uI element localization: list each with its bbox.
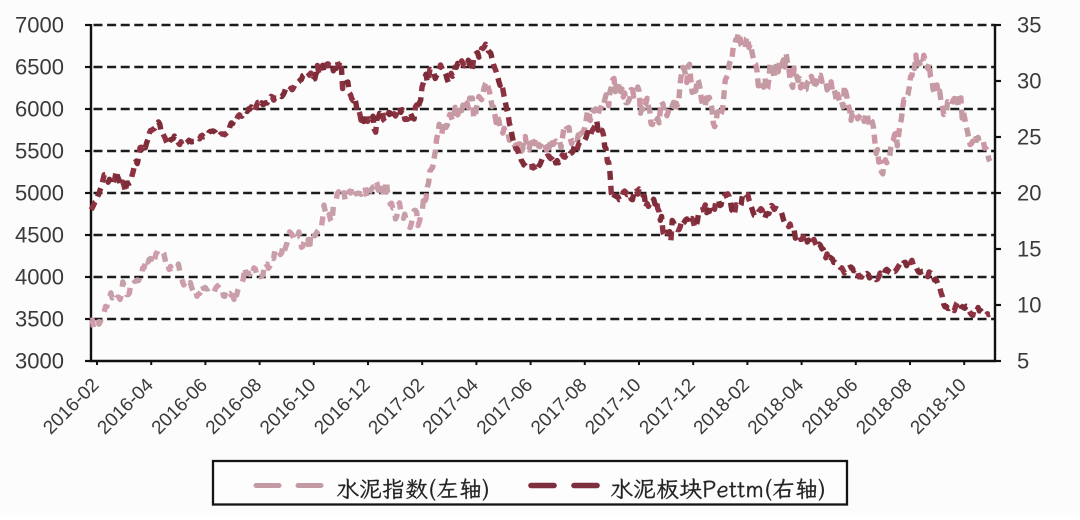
svg-text:7000: 7000 [15, 13, 64, 38]
svg-text:5000: 5000 [15, 181, 64, 206]
svg-text:20: 20 [1017, 181, 1041, 206]
svg-text:6500: 6500 [15, 55, 64, 80]
svg-text:5500: 5500 [15, 139, 64, 164]
svg-text:30: 30 [1017, 69, 1041, 94]
svg-text:5: 5 [1017, 349, 1029, 374]
svg-text:3000: 3000 [15, 349, 64, 374]
svg-text:10: 10 [1017, 293, 1041, 318]
svg-text:35: 35 [1017, 13, 1041, 38]
svg-text:4500: 4500 [15, 223, 64, 248]
svg-text:25: 25 [1017, 125, 1041, 150]
svg-text:3500: 3500 [15, 307, 64, 332]
svg-text:4000: 4000 [15, 265, 64, 290]
svg-text:6000: 6000 [15, 97, 64, 122]
svg-text:15: 15 [1017, 237, 1041, 262]
